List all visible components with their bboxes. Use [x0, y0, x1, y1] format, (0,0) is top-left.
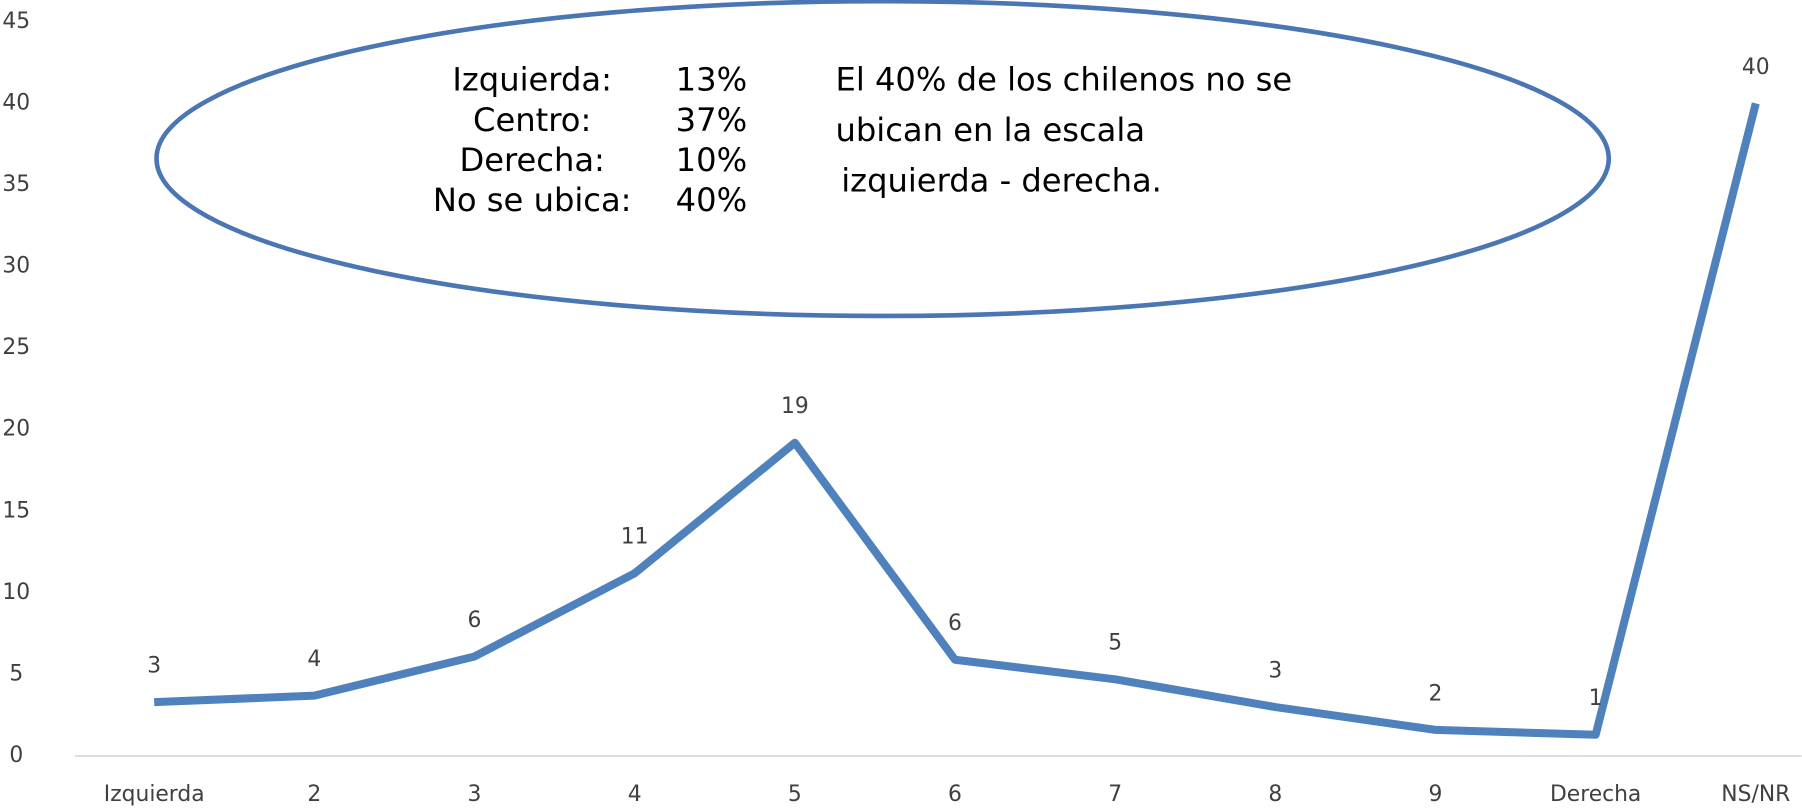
data-label: 5 [1108, 631, 1122, 656]
data-label: 3 [1268, 658, 1282, 683]
annotation-label: Centro: [473, 101, 591, 139]
x-tick-label: 9 [1429, 782, 1443, 807]
data-label: 4 [307, 647, 321, 672]
x-tick-label: Derecha [1550, 782, 1641, 807]
data-label: 1 [1589, 686, 1603, 711]
data-line [154, 102, 1760, 739]
y-tick-label: 45 [2, 9, 30, 34]
annotation-note: izquierda - derecha. [841, 162, 1162, 200]
annotation-label: Derecha: [459, 141, 604, 179]
annotation-value: 40% [676, 181, 747, 219]
y-tick-label: 30 [2, 254, 30, 279]
data-label: 19 [781, 394, 809, 419]
x-tick-label: 4 [628, 782, 642, 807]
x-tick-label: 5 [788, 782, 802, 807]
x-tick-label: 2 [307, 782, 321, 807]
x-tick-label: 8 [1268, 782, 1282, 807]
annotation-value: 10% [676, 141, 747, 179]
data-label: 6 [948, 611, 962, 636]
annotation-note: El 40% de los chilenos no se [836, 61, 1293, 99]
y-tick-label: 10 [2, 580, 30, 605]
data-label: 2 [1429, 681, 1443, 706]
x-tick-label: NS/NR [1721, 782, 1790, 807]
y-tick-label: 20 [2, 417, 30, 442]
annotation-value: 37% [676, 101, 747, 139]
x-tick-label: Izquierda [104, 782, 205, 807]
y-tick-label: 25 [2, 335, 30, 360]
y-tick-label: 5 [9, 661, 23, 686]
annotation-ellipse [154, 0, 1611, 319]
data-label: 40 [1742, 55, 1770, 80]
annotation-label: Izquierda: [452, 61, 611, 99]
x-tick-label: 6 [948, 782, 962, 807]
data-label: 6 [468, 608, 482, 633]
data-label: 11 [621, 525, 649, 550]
y-tick-label: 35 [2, 172, 30, 197]
annotation-value: 13% [676, 61, 747, 99]
x-tick-label: 7 [1108, 782, 1122, 807]
annotation-note: ubican en la escala [836, 111, 1146, 149]
y-tick-label: 40 [2, 90, 30, 115]
y-tick-label: 0 [9, 743, 23, 768]
data-label: 3 [147, 654, 161, 679]
annotation-label: No se ubica: [433, 181, 632, 219]
x-tick-label: 3 [468, 782, 482, 807]
y-tick-label: 15 [2, 498, 30, 523]
